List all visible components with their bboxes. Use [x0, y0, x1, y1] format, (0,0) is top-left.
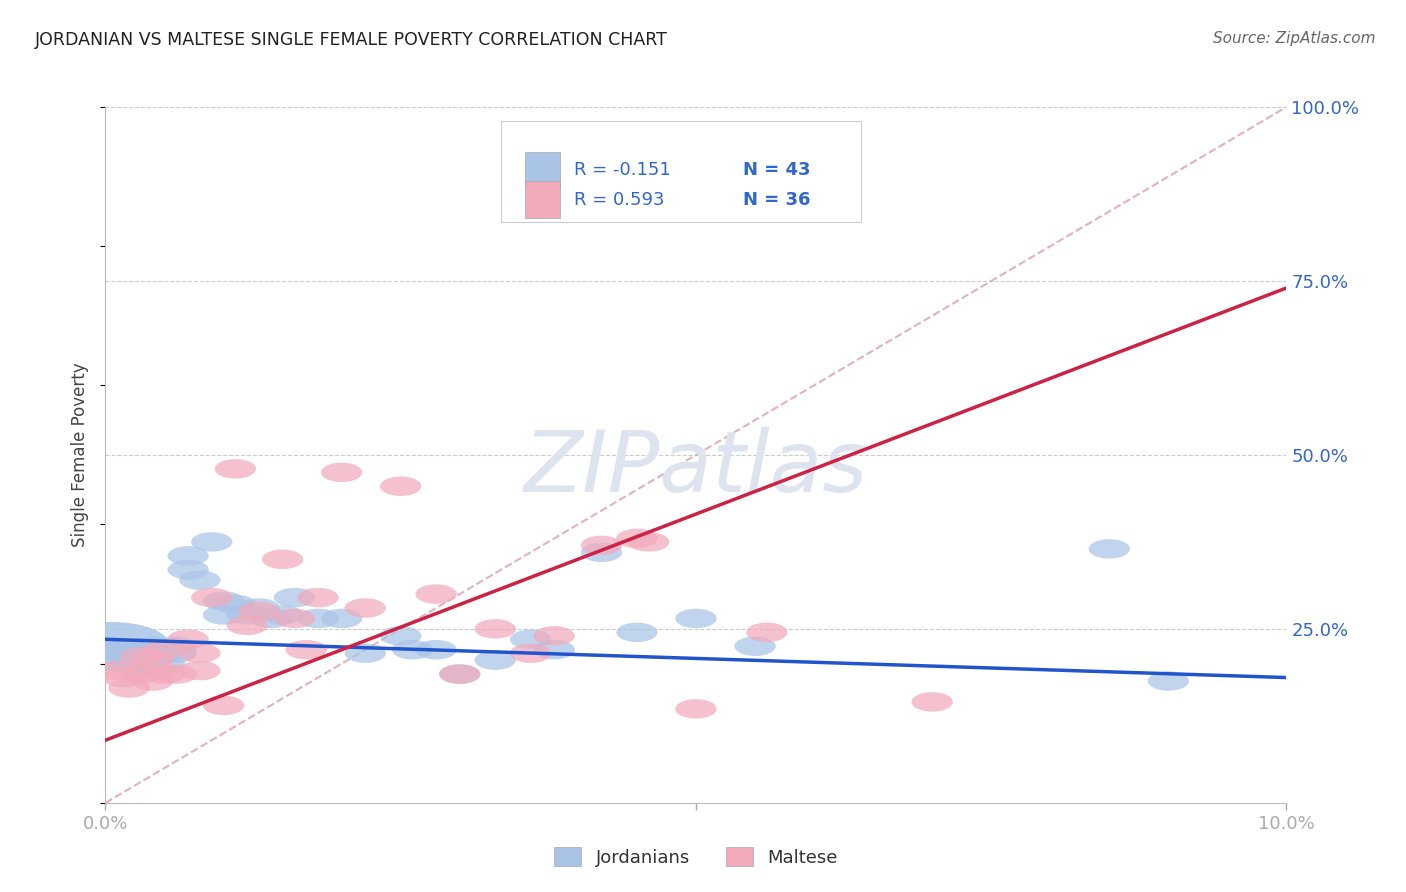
Ellipse shape: [628, 533, 669, 551]
Text: N = 43: N = 43: [744, 161, 811, 178]
Ellipse shape: [510, 643, 551, 663]
Ellipse shape: [474, 619, 516, 639]
Ellipse shape: [132, 647, 173, 666]
Ellipse shape: [285, 640, 328, 659]
Ellipse shape: [392, 640, 433, 659]
Text: N = 36: N = 36: [744, 191, 811, 209]
Ellipse shape: [167, 630, 208, 649]
Ellipse shape: [321, 608, 363, 628]
Ellipse shape: [114, 657, 156, 677]
Ellipse shape: [180, 570, 221, 590]
Text: R = 0.593: R = 0.593: [574, 191, 665, 209]
Ellipse shape: [121, 643, 162, 663]
Ellipse shape: [180, 661, 221, 681]
Ellipse shape: [143, 640, 186, 659]
Ellipse shape: [132, 637, 173, 656]
Ellipse shape: [510, 630, 551, 649]
Ellipse shape: [380, 626, 422, 646]
Ellipse shape: [238, 599, 280, 618]
Text: Source: ZipAtlas.com: Source: ZipAtlas.com: [1212, 31, 1375, 46]
FancyBboxPatch shape: [501, 121, 862, 222]
Ellipse shape: [97, 661, 138, 681]
FancyBboxPatch shape: [524, 181, 560, 218]
Ellipse shape: [747, 623, 787, 642]
Ellipse shape: [226, 615, 269, 635]
Ellipse shape: [121, 650, 162, 670]
Ellipse shape: [202, 696, 245, 715]
Ellipse shape: [108, 654, 150, 673]
Ellipse shape: [675, 699, 717, 719]
Ellipse shape: [298, 588, 339, 607]
Ellipse shape: [262, 605, 304, 624]
Ellipse shape: [439, 665, 481, 684]
Ellipse shape: [202, 591, 245, 611]
Ellipse shape: [167, 560, 208, 580]
Ellipse shape: [132, 672, 173, 690]
Ellipse shape: [202, 605, 245, 624]
Ellipse shape: [415, 640, 457, 659]
Ellipse shape: [108, 647, 150, 666]
Ellipse shape: [156, 643, 197, 663]
Ellipse shape: [474, 650, 516, 670]
FancyBboxPatch shape: [524, 152, 560, 187]
Ellipse shape: [262, 549, 304, 569]
Ellipse shape: [215, 595, 256, 615]
Ellipse shape: [226, 605, 269, 624]
Ellipse shape: [52, 622, 170, 671]
Ellipse shape: [581, 542, 621, 562]
Ellipse shape: [103, 668, 143, 688]
Ellipse shape: [415, 584, 457, 604]
Ellipse shape: [321, 463, 363, 482]
Ellipse shape: [380, 476, 422, 496]
Ellipse shape: [156, 637, 197, 656]
Ellipse shape: [616, 529, 658, 549]
Ellipse shape: [121, 647, 162, 666]
Ellipse shape: [103, 643, 143, 663]
Ellipse shape: [215, 459, 256, 479]
Text: JORDANIAN VS MALTESE SINGLE FEMALE POVERTY CORRELATION CHART: JORDANIAN VS MALTESE SINGLE FEMALE POVER…: [35, 31, 668, 49]
Ellipse shape: [616, 623, 658, 642]
Ellipse shape: [911, 692, 953, 712]
Ellipse shape: [156, 665, 197, 684]
Ellipse shape: [439, 665, 481, 684]
Ellipse shape: [534, 640, 575, 659]
Ellipse shape: [91, 637, 132, 656]
Ellipse shape: [127, 640, 167, 659]
Y-axis label: Single Female Poverty: Single Female Poverty: [72, 363, 90, 547]
Ellipse shape: [143, 643, 186, 663]
Text: ZIPatlas: ZIPatlas: [524, 427, 868, 510]
Ellipse shape: [298, 608, 339, 628]
Ellipse shape: [274, 588, 315, 607]
Ellipse shape: [108, 678, 150, 698]
Ellipse shape: [534, 626, 575, 646]
Ellipse shape: [581, 535, 621, 555]
Legend: Jordanians, Maltese: Jordanians, Maltese: [547, 840, 845, 874]
Ellipse shape: [274, 608, 315, 628]
Ellipse shape: [132, 650, 173, 670]
Ellipse shape: [121, 665, 162, 684]
Ellipse shape: [238, 602, 280, 621]
Ellipse shape: [97, 640, 138, 659]
Ellipse shape: [191, 533, 232, 551]
Ellipse shape: [143, 654, 186, 673]
Ellipse shape: [167, 546, 208, 566]
Ellipse shape: [191, 588, 232, 607]
Ellipse shape: [344, 599, 385, 618]
Ellipse shape: [1088, 539, 1130, 558]
Ellipse shape: [734, 637, 776, 656]
Ellipse shape: [143, 665, 186, 684]
Ellipse shape: [1147, 672, 1189, 690]
Ellipse shape: [180, 643, 221, 663]
Ellipse shape: [250, 608, 291, 628]
Ellipse shape: [675, 608, 717, 628]
Text: R = -0.151: R = -0.151: [574, 161, 671, 178]
Ellipse shape: [344, 643, 385, 663]
